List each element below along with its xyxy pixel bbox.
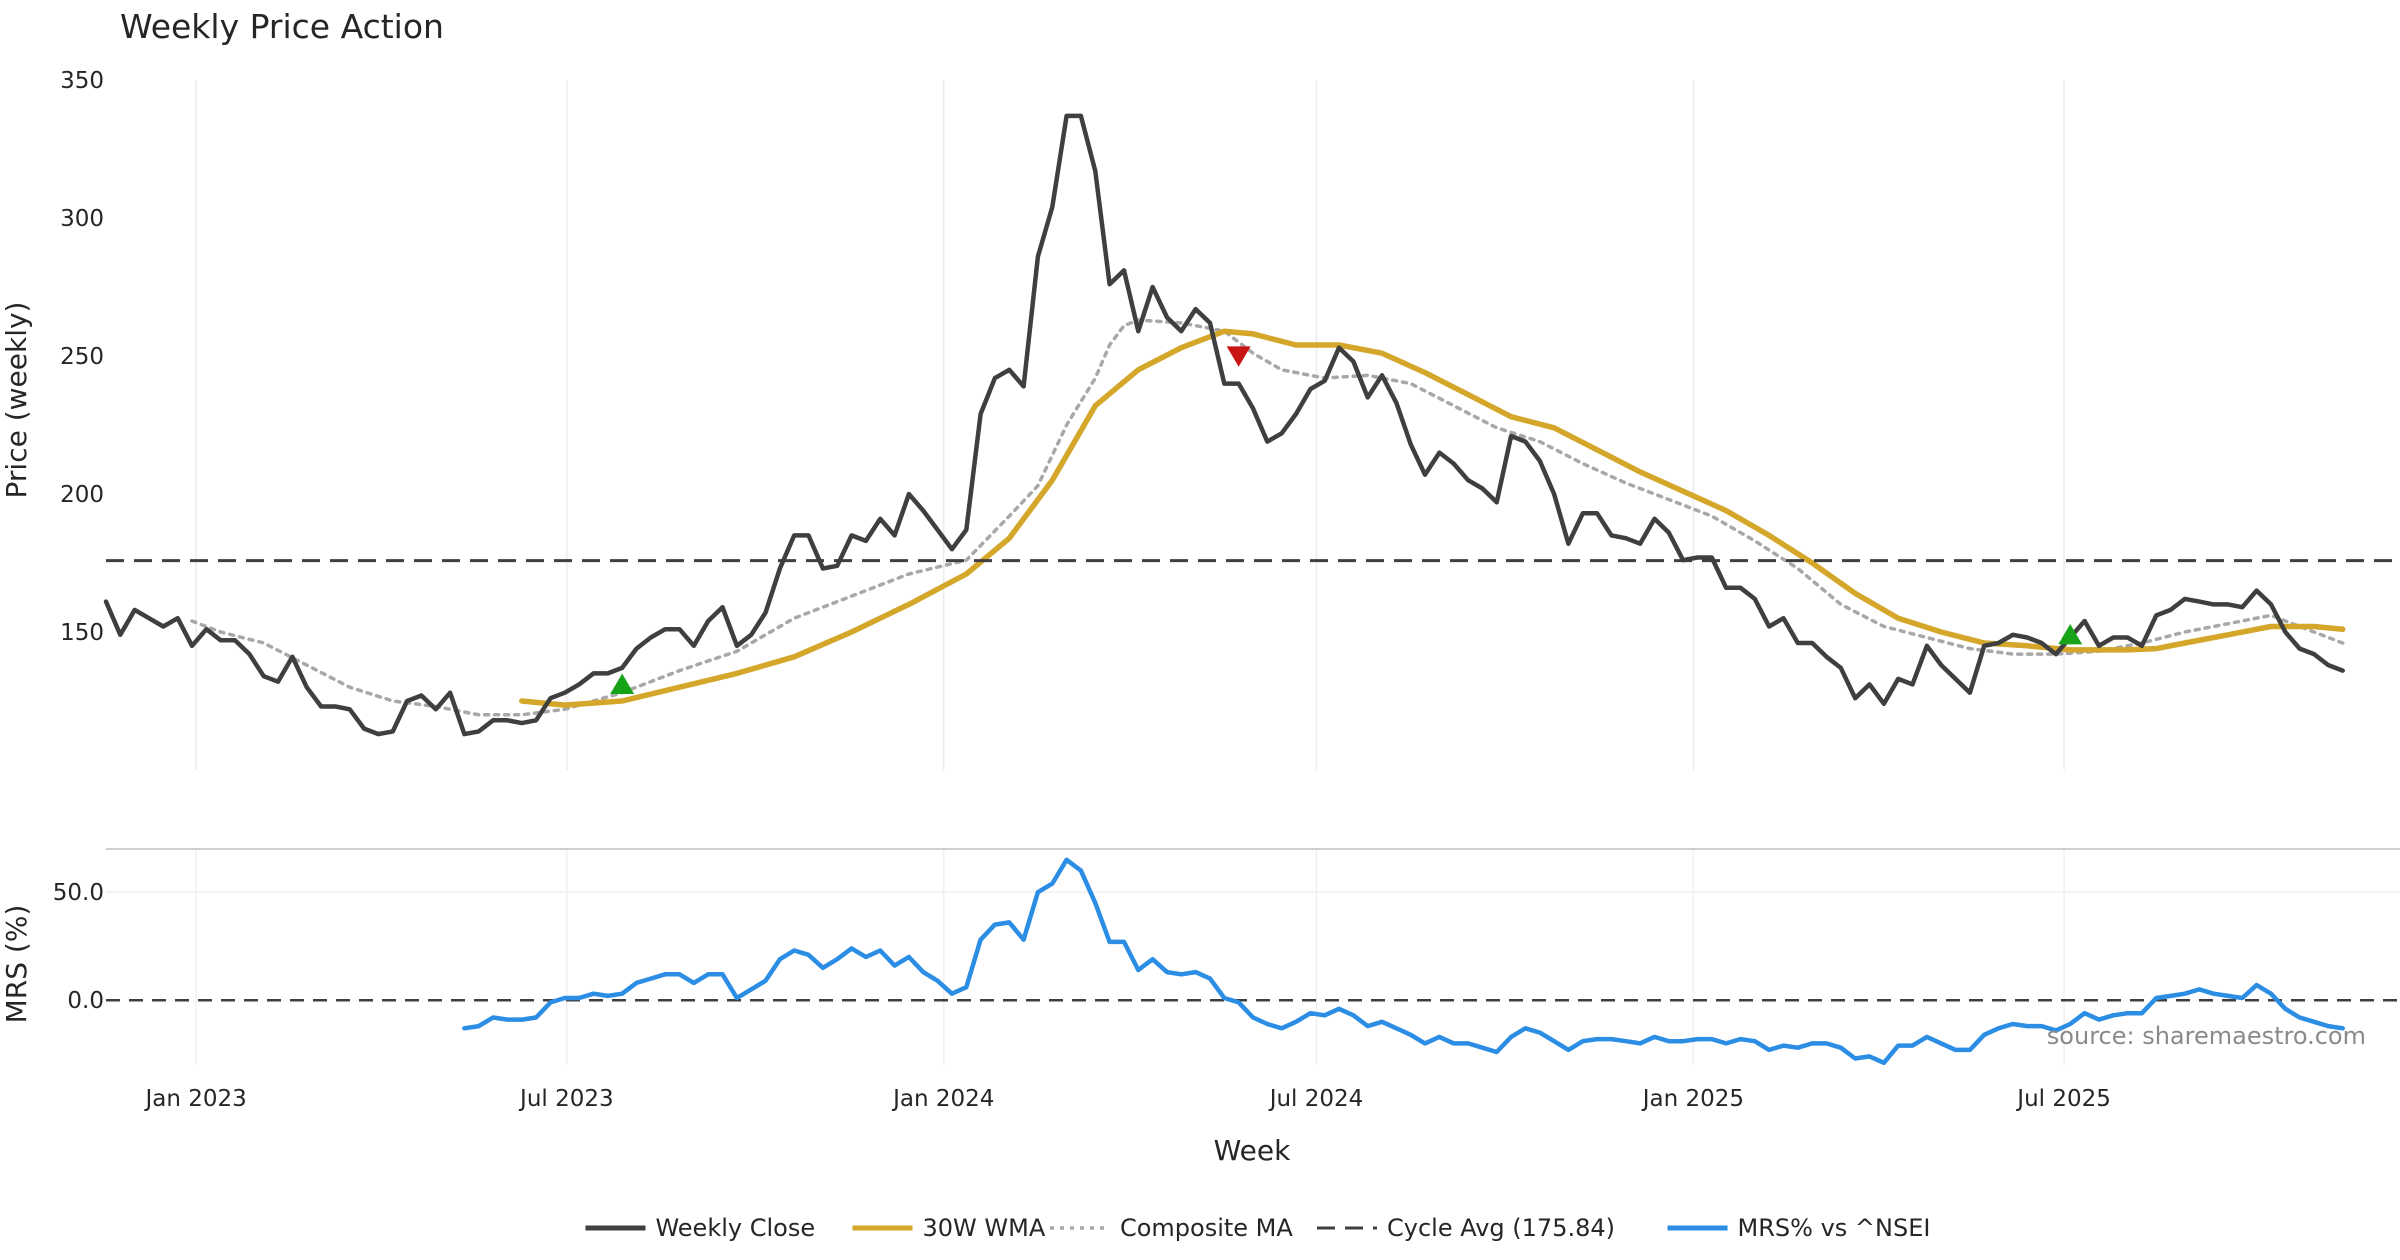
price-y-tick-label: 350 xyxy=(60,68,104,94)
x-tick-label: Jul 2023 xyxy=(518,1086,614,1112)
legend-item-wma: 30W WMA xyxy=(852,1214,1046,1242)
buy-signal-marker xyxy=(610,673,635,695)
price-y-tick-label: 300 xyxy=(60,206,104,232)
legend-item-cycle: Cycle Avg (175.84) xyxy=(1317,1214,1615,1242)
legend-label: Composite MA xyxy=(1120,1214,1293,1242)
mrs-y-ticks: 0.0 50.0 xyxy=(53,880,104,1014)
mrs-series-layer xyxy=(106,857,2400,1066)
chart-title: Weekly Price Action xyxy=(120,7,444,46)
x-axis-label: Week xyxy=(1214,1134,1291,1167)
x-tick-label: Jan 2024 xyxy=(891,1086,994,1112)
legend-item-close: Weekly Close xyxy=(585,1214,815,1242)
signal-markers xyxy=(610,346,2083,695)
legend-label: Weekly Close xyxy=(655,1214,815,1242)
mrs-y-axis-label: MRS (%) xyxy=(0,905,33,1024)
price-y-tick-label: 250 xyxy=(60,344,104,370)
x-ticks: Jan 2023 Jul 2023 Jan 2024 Jul 2024 Jan 2025… xyxy=(143,1086,2110,1112)
price-y-ticks: 150 200 250 300 350 xyxy=(60,68,104,646)
series-line-composite xyxy=(190,318,2345,717)
price-series-layer xyxy=(103,113,2400,737)
price-y-axis-label: Price (weekly) xyxy=(0,302,33,499)
x-tick-label: Jan 2025 xyxy=(1641,1086,1744,1112)
price-y-tick-label: 150 xyxy=(60,620,104,646)
legend-item-mrs: MRS% vs ^NSEI xyxy=(1667,1214,1931,1242)
x-tick-label: Jan 2023 xyxy=(143,1086,246,1112)
mrs-y-tick-label: 50.0 xyxy=(53,880,104,906)
series-line-mrs xyxy=(462,857,2345,1066)
mrs-y-tick-label: 0.0 xyxy=(67,988,104,1014)
legend-label: MRS% vs ^NSEI xyxy=(1738,1214,1931,1242)
legend-item-composite: Composite MA xyxy=(1049,1214,1293,1242)
x-tick-label: Jul 2025 xyxy=(2015,1086,2111,1112)
mrs-grid xyxy=(106,849,2400,1065)
series-line-close xyxy=(103,113,2345,737)
source-note: source: sharemaestro.com xyxy=(2047,1022,2366,1050)
series-line-wma xyxy=(519,328,2346,708)
price-grid xyxy=(195,80,2065,770)
legend: Weekly Close 30W WMA Composite MA Cycle Avg… xyxy=(585,1214,1930,1242)
x-tick-label: Jul 2024 xyxy=(1268,1086,1364,1112)
legend-label: Cycle Avg (175.84) xyxy=(1387,1214,1615,1242)
sell-signal-marker xyxy=(1226,346,1251,367)
legend-label: 30W WMA xyxy=(923,1214,1046,1242)
buy-signal-marker xyxy=(2058,623,2083,645)
price-y-tick-label: 200 xyxy=(60,482,104,508)
